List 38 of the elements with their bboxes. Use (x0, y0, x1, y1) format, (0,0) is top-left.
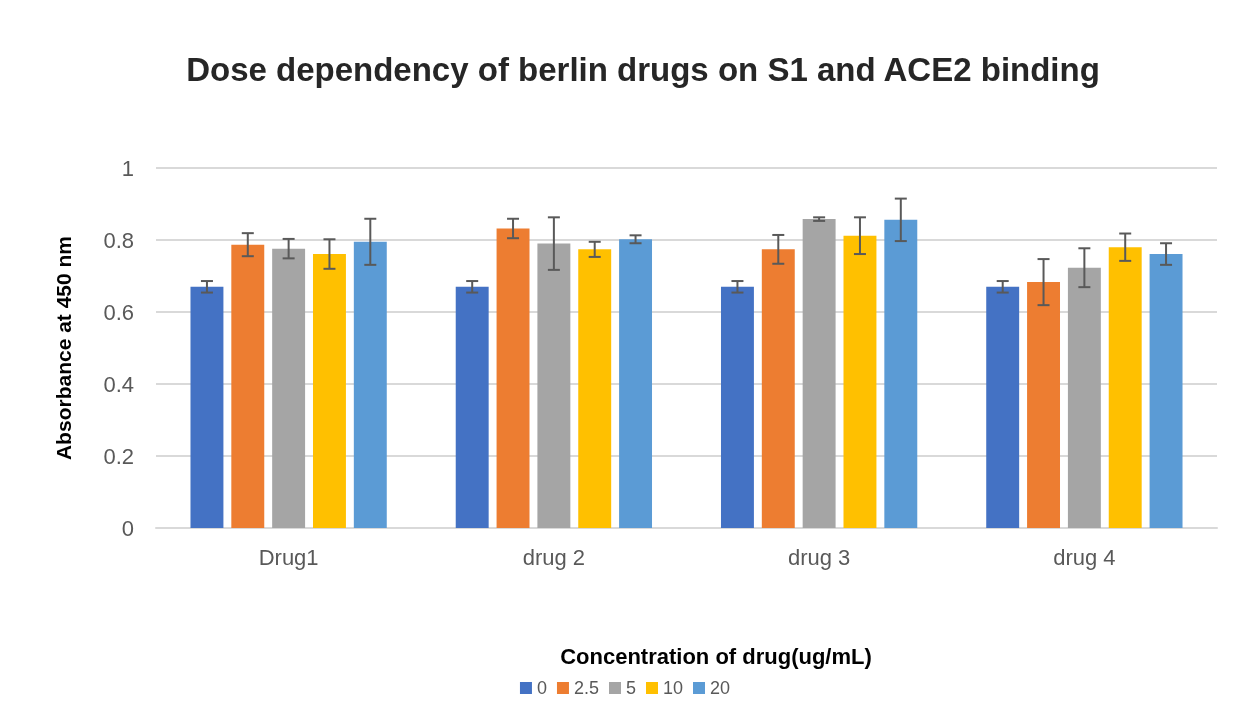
bar (884, 219, 918, 528)
bar (843, 235, 877, 528)
legend-label: 10 (663, 678, 684, 698)
y-tick-label: 0.4 (103, 371, 134, 397)
y-tick-label: 0.2 (103, 443, 134, 469)
bar (353, 241, 387, 528)
y-tick-label: 0 (121, 515, 134, 541)
bar (1108, 247, 1142, 528)
bar (986, 286, 1020, 528)
y-tick-label: 0.8 (103, 227, 134, 253)
bar (578, 249, 612, 528)
bar (231, 244, 265, 528)
bar (313, 254, 346, 528)
bar (1149, 254, 1183, 528)
x-tick-label: drug 3 (787, 544, 851, 570)
bar (802, 219, 836, 528)
bar (537, 243, 571, 528)
y-axis-title: Absorbance at 450 nm (52, 235, 75, 461)
bar (1067, 267, 1101, 528)
legend-title: Concentration of drug(ug/mL) (560, 643, 872, 669)
bar (761, 249, 795, 528)
bar (496, 228, 530, 528)
legend-label: 20 (710, 678, 731, 698)
legend-label: 0 (536, 678, 547, 698)
bar (455, 286, 489, 528)
bar (720, 286, 754, 528)
y-tick-label: 1 (121, 155, 134, 181)
x-tick-label: drug 2 (522, 544, 586, 570)
legend-label: 5 (625, 678, 637, 698)
bar (272, 248, 306, 528)
y-tick-label: 0.6 (103, 299, 134, 325)
x-tick-label: drug 4 (1053, 544, 1116, 570)
legend-label: 2.5 (573, 678, 599, 698)
bar (619, 239, 653, 528)
chart-title: Dose dependency of berlin drugs on S1 and ACE2 binding (186, 50, 1100, 88)
x-tick-label: Drug1 (258, 544, 319, 570)
bar (1027, 282, 1060, 528)
bar (190, 286, 224, 528)
